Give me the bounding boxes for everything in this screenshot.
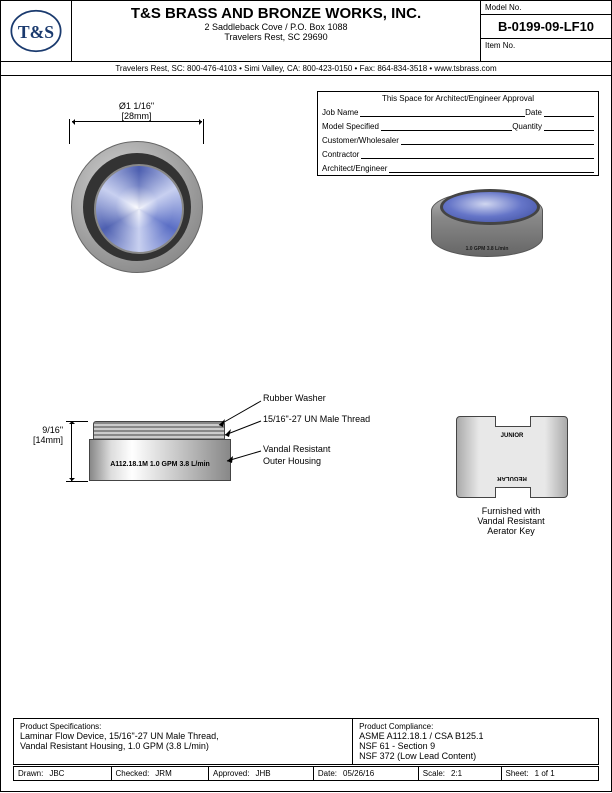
- key-cap3: Aerator Key: [456, 526, 566, 536]
- spec-l-txt1: Laminar Flow Device, 15/16"-27 UN Male T…: [20, 731, 346, 741]
- key-figure: JUNIOR REGULAR Furnished with Vandal Res…: [456, 416, 566, 536]
- key-cap2: Vandal Resistant: [456, 516, 566, 526]
- footer: Drawn: JBC Checked: JRM Approved: JHB Date:…: [13, 766, 599, 781]
- checked-label: Checked:: [116, 769, 150, 778]
- spec-r-txt1: ASME A112.18.1 / CSA B125.1: [359, 731, 592, 741]
- date-val: 05/26/16: [343, 769, 374, 778]
- spec-r-txt2: NSF 61 - Section 9: [359, 741, 592, 751]
- key-regular: REGULAR: [457, 475, 567, 481]
- drawn-val: JBC: [49, 769, 64, 778]
- key-body: JUNIOR REGULAR: [456, 416, 568, 498]
- callout-washer: Rubber Washer: [263, 393, 326, 403]
- spec-box: Product Specifications: Laminar Flow Dev…: [13, 718, 599, 765]
- spec-sheet: T&S T&S BRASS AND BRONZE WORKS, INC. 2 S…: [0, 0, 612, 792]
- key-junior: JUNIOR: [457, 433, 567, 439]
- key-caption: Furnished with Vandal Resistant Aerator …: [456, 506, 566, 536]
- date-label: Date:: [318, 769, 337, 778]
- key-notch: [495, 416, 531, 427]
- approved-val: JHB: [255, 769, 270, 778]
- spec-l-label: Product Specifications:: [20, 722, 346, 731]
- checked-val: JRM: [155, 769, 171, 778]
- scale-label: Scale:: [423, 769, 445, 778]
- drawn-label: Drawn:: [18, 769, 43, 778]
- sheet-val: 1 of 1: [535, 769, 555, 778]
- scale-val: 2:1: [451, 769, 462, 778]
- sheet-label: Sheet:: [506, 769, 529, 778]
- spec-r-label: Product Compliance:: [359, 722, 592, 731]
- approved-label: Approved:: [213, 769, 249, 778]
- callout-housing1: Vandal Resistant: [263, 444, 330, 454]
- callout-thread: 15/16"-27 UN Male Thread: [263, 414, 370, 424]
- key-notch: [495, 487, 531, 498]
- spec-right: Product Compliance: ASME A112.18.1 / CSA…: [353, 719, 598, 764]
- spec-l-txt2: Vandal Resistant Housing, 1.0 GPM (3.8 L…: [20, 741, 346, 751]
- spec-r-txt3: NSF 372 (Low Lead Content): [359, 751, 592, 761]
- spec-left: Product Specifications: Laminar Flow Dev…: [14, 719, 353, 764]
- key-cap1: Furnished with: [456, 506, 566, 516]
- callout-housing2: Outer Housing: [263, 456, 321, 466]
